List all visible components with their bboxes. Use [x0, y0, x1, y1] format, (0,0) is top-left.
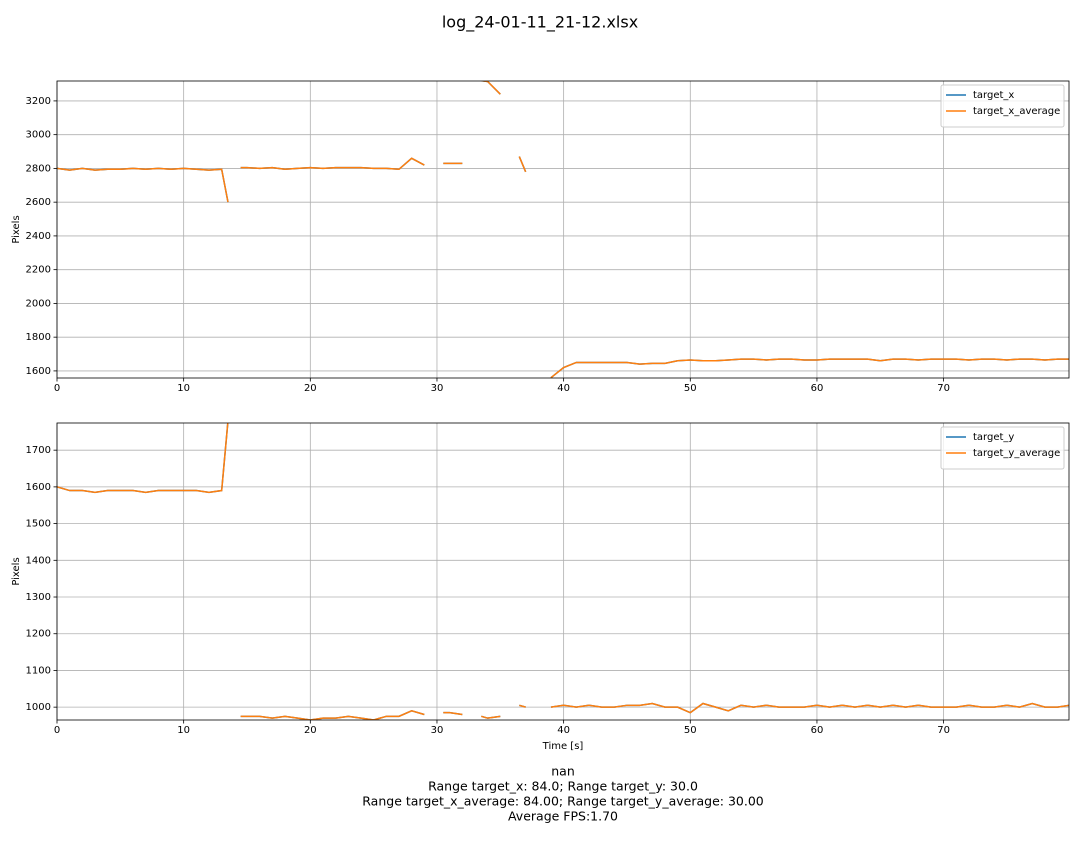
- y-tick-label: 3200: [26, 96, 51, 107]
- x-tick-label: 30: [431, 725, 444, 736]
- x-axis-label: Time [s]: [542, 741, 584, 752]
- y-tick-label: 1600: [26, 482, 51, 493]
- y-tick-label: 2400: [26, 231, 51, 242]
- y-tick-label: 2200: [26, 265, 51, 276]
- x-tick-label: 10: [177, 725, 190, 736]
- figure-title: log_24-01-11_21-12.xlsx: [442, 13, 638, 33]
- y-tick-label: 1100: [26, 665, 51, 676]
- x-tick-label: 50: [684, 725, 697, 736]
- x-tick-label: 60: [811, 383, 824, 394]
- x-tick-label: 70: [937, 383, 950, 394]
- y-tick-label: 1000: [26, 702, 51, 713]
- series-line: [57, 81, 1069, 378]
- x-tick-label: 0: [54, 383, 60, 394]
- plot-frame: [56, 422, 1070, 721]
- legend-box: [940, 84, 1065, 128]
- y-axis-label: Pixels: [11, 215, 22, 243]
- legend-box: [940, 426, 1065, 470]
- x-tick-label: 70: [937, 725, 950, 736]
- x-tick-label: 0: [54, 725, 60, 736]
- y-tick-label: 1500: [26, 519, 51, 530]
- footer-line: Average FPS:1.70: [508, 809, 618, 824]
- y-tick-label: 1400: [26, 555, 51, 566]
- x-tick-label: 20: [304, 725, 317, 736]
- plot-frame: [56, 80, 1070, 379]
- x-tick-label: 40: [557, 383, 570, 394]
- footer-line: nan: [551, 764, 575, 779]
- y-tick-label: 3000: [26, 130, 51, 141]
- y-tick-label: 2600: [26, 197, 51, 208]
- y-tick-label: 1700: [26, 445, 51, 456]
- legend-label: target_x_average: [973, 106, 1060, 117]
- y-tick-label: 1200: [26, 629, 51, 640]
- y-tick-label: 2800: [26, 163, 51, 174]
- y-tick-label: 1300: [26, 592, 51, 603]
- series-line: [57, 81, 1069, 378]
- y-tick-label: 2000: [26, 298, 51, 309]
- x-tick-label: 20: [304, 383, 317, 394]
- y-tick-label: 1600: [26, 366, 51, 377]
- x-tick-label: 40: [557, 725, 570, 736]
- series-line: [57, 423, 1069, 720]
- legend-label: target_x: [973, 90, 1014, 101]
- y-axis-label: Pixels: [11, 557, 22, 585]
- series-line: [57, 423, 1069, 720]
- y-tick-label: 1800: [26, 332, 51, 343]
- x-tick-label: 10: [177, 383, 190, 394]
- x-tick-label: 60: [811, 725, 824, 736]
- footer-line: Range target_x: 84.0; Range target_y: 30…: [428, 779, 698, 794]
- x-tick-label: 30: [431, 383, 444, 394]
- legend-label: target_y: [973, 432, 1014, 443]
- footer-line: Range target_x_average: 84.00; Range tar…: [362, 794, 764, 809]
- legend-label: target_y_average: [973, 448, 1060, 459]
- x-tick-label: 50: [684, 383, 697, 394]
